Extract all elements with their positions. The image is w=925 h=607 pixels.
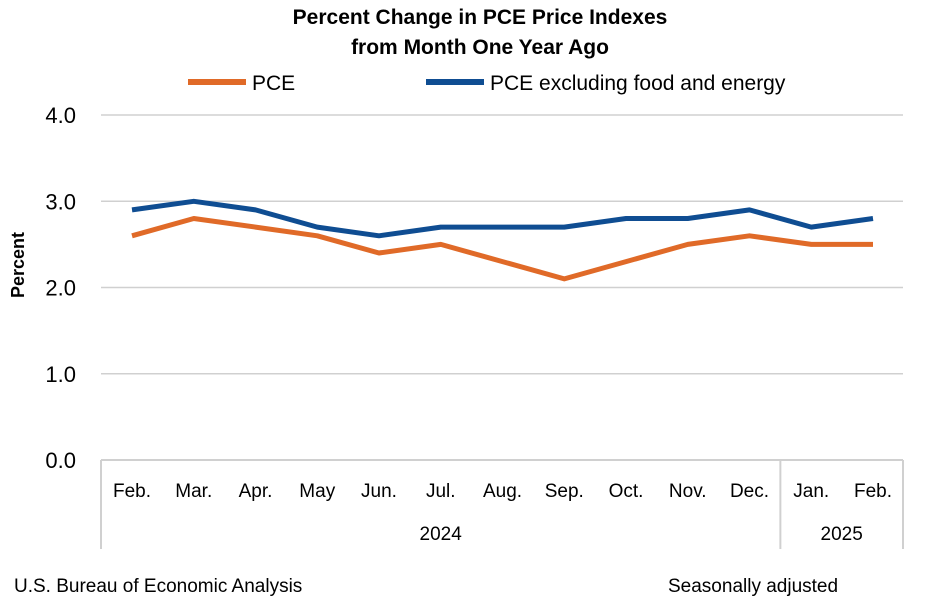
x-tick-label: Jun. (361, 481, 397, 502)
series-line-pce (131, 216, 873, 282)
series-line-core-pce (131, 198, 874, 239)
x-tick-label: Aug. (483, 481, 522, 502)
adjustment-note: Seasonally adjusted (668, 576, 839, 597)
x-tick-label: Oct. (609, 481, 644, 502)
legend-label-pce: PCE (252, 72, 295, 95)
year-label: 2024 (420, 524, 463, 545)
x-tick-label: Feb. (113, 481, 151, 502)
chart-subtitle: from Month One Year Ago (351, 36, 609, 59)
x-tick-label: Feb. (854, 481, 892, 502)
x-tick-label: Mar. (175, 481, 212, 502)
x-tick-label: May (299, 481, 335, 502)
y-tick-label: 2.0 (45, 276, 76, 301)
y-tick-label: 4.0 (45, 103, 76, 128)
chart-title: Percent Change in PCE Price Indexes (292, 6, 668, 29)
y-tick-label: 3.0 (45, 189, 76, 214)
y-axis-label: Percent (8, 232, 28, 298)
y-tick-label: 1.0 (45, 362, 76, 387)
x-tick-label: Jul. (426, 481, 456, 502)
year-label: 2025 (821, 524, 863, 545)
x-tick-label: Sep. (545, 481, 584, 502)
x-tick-label: Dec. (730, 481, 769, 502)
x-tick-label: Jan. (793, 481, 829, 502)
y-tick-label: 0.0 (45, 448, 76, 473)
x-tick-label: Nov. (669, 481, 707, 502)
source-note: U.S. Bureau of Economic Analysis (14, 576, 303, 597)
x-tick-label: Apr. (239, 481, 273, 502)
legend-label-core-pce: PCE excluding food and energy (490, 72, 786, 95)
